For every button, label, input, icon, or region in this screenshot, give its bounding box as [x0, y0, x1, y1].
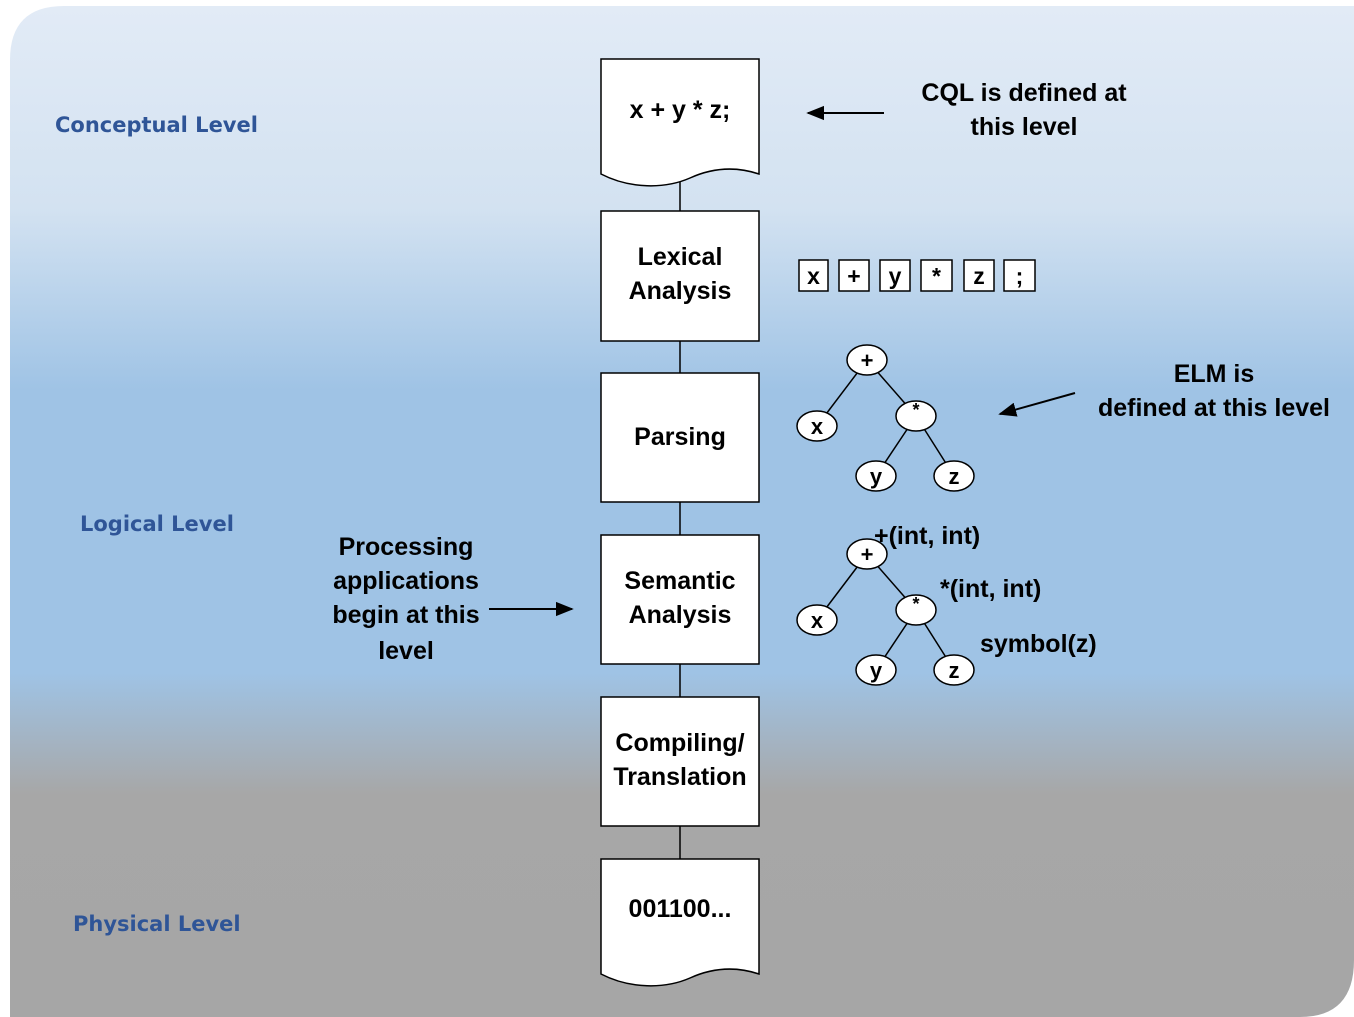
compiling-translation-step: Compiling/ Translation — [600, 696, 760, 827]
parsing-step: Parsing — [600, 372, 760, 503]
elm-arrow — [998, 392, 1076, 417]
lexical-label-line2: Analysis — [629, 277, 732, 305]
z-type-annotation: symbol(z) — [980, 630, 1097, 658]
conceptual-level-label: Conceptual Level — [55, 113, 258, 137]
binary-output-text: 001100... — [629, 895, 732, 923]
compiling-label-line2: Translation — [613, 763, 746, 791]
token-label: * — [932, 263, 941, 289]
token-box: z — [963, 259, 995, 292]
source-code-document: x + y * z; — [600, 58, 760, 187]
lexical-analysis-step: Lexical Analysis — [600, 210, 760, 342]
processing-note-line3: begin at this — [332, 601, 479, 629]
semantic-node: z — [933, 654, 975, 686]
token-box: ; — [1003, 259, 1036, 292]
lexical-label-line1: Lexical — [638, 243, 723, 271]
parsing-label: Parsing — [634, 423, 726, 451]
semantic-node: + — [846, 538, 888, 570]
parse-node: + — [846, 344, 888, 376]
node-label: * — [912, 594, 919, 614]
node-label: + — [861, 542, 874, 567]
semantic-node: y — [855, 654, 897, 686]
source-code-text: x + y * z; — [630, 96, 731, 124]
cql-note-line1: CQL is defined at — [921, 79, 1127, 107]
logical-level-label: Logical Level — [80, 512, 234, 536]
parse-node: z — [933, 460, 975, 492]
semantic-analysis-step: Semantic Analysis — [600, 534, 760, 665]
cql-note-line2: this level — [971, 113, 1078, 141]
node-label: z — [949, 464, 960, 489]
processing-note-line2: applications — [333, 567, 479, 595]
root-type-annotation: +(int, int) — [874, 522, 980, 550]
physical-level-label: Physical Level — [73, 912, 241, 936]
token-box: x — [798, 259, 829, 292]
token-box: y — [879, 259, 911, 292]
node-label: y — [870, 658, 883, 683]
compiling-label-line1: Compiling/ — [615, 729, 744, 757]
token-box: * — [920, 259, 953, 292]
semantic-label-line2: Analysis — [629, 601, 732, 629]
node-label: x — [811, 608, 824, 633]
token-label: y — [889, 263, 902, 289]
node-label: y — [870, 464, 883, 489]
semantic-node: x — [796, 604, 838, 636]
token-label: x — [807, 263, 820, 289]
binary-output-document: 001100... — [600, 858, 760, 987]
token-box: + — [838, 259, 870, 292]
processing-note-line4: level — [378, 637, 434, 665]
background-panel — [10, 6, 1354, 1017]
token-label: z — [973, 263, 985, 289]
token-list: x + y * z ; — [798, 259, 1036, 292]
parse-tree: + x * y z — [796, 344, 975, 492]
token-label: ; — [1016, 263, 1024, 289]
node-label: x — [811, 414, 824, 439]
semantic-label-line1: Semantic — [624, 567, 735, 595]
token-label: + — [847, 263, 860, 289]
node-label: z — [949, 658, 960, 683]
parse-node: x — [796, 410, 838, 442]
parse-node: * — [895, 400, 937, 432]
node-label: + — [861, 348, 874, 373]
parse-node: y — [855, 460, 897, 492]
elm-note-line2: defined at this level — [1098, 394, 1330, 422]
semantic-node: * — [895, 594, 937, 626]
semantic-tree: + x * y z +(int, int) *(int, int) symbol… — [796, 522, 1097, 686]
processing-note-line1: Processing — [339, 533, 474, 561]
elm-note-line1: ELM is — [1174, 360, 1255, 388]
node-label: * — [912, 400, 919, 420]
op-type-annotation: *(int, int) — [940, 575, 1041, 603]
